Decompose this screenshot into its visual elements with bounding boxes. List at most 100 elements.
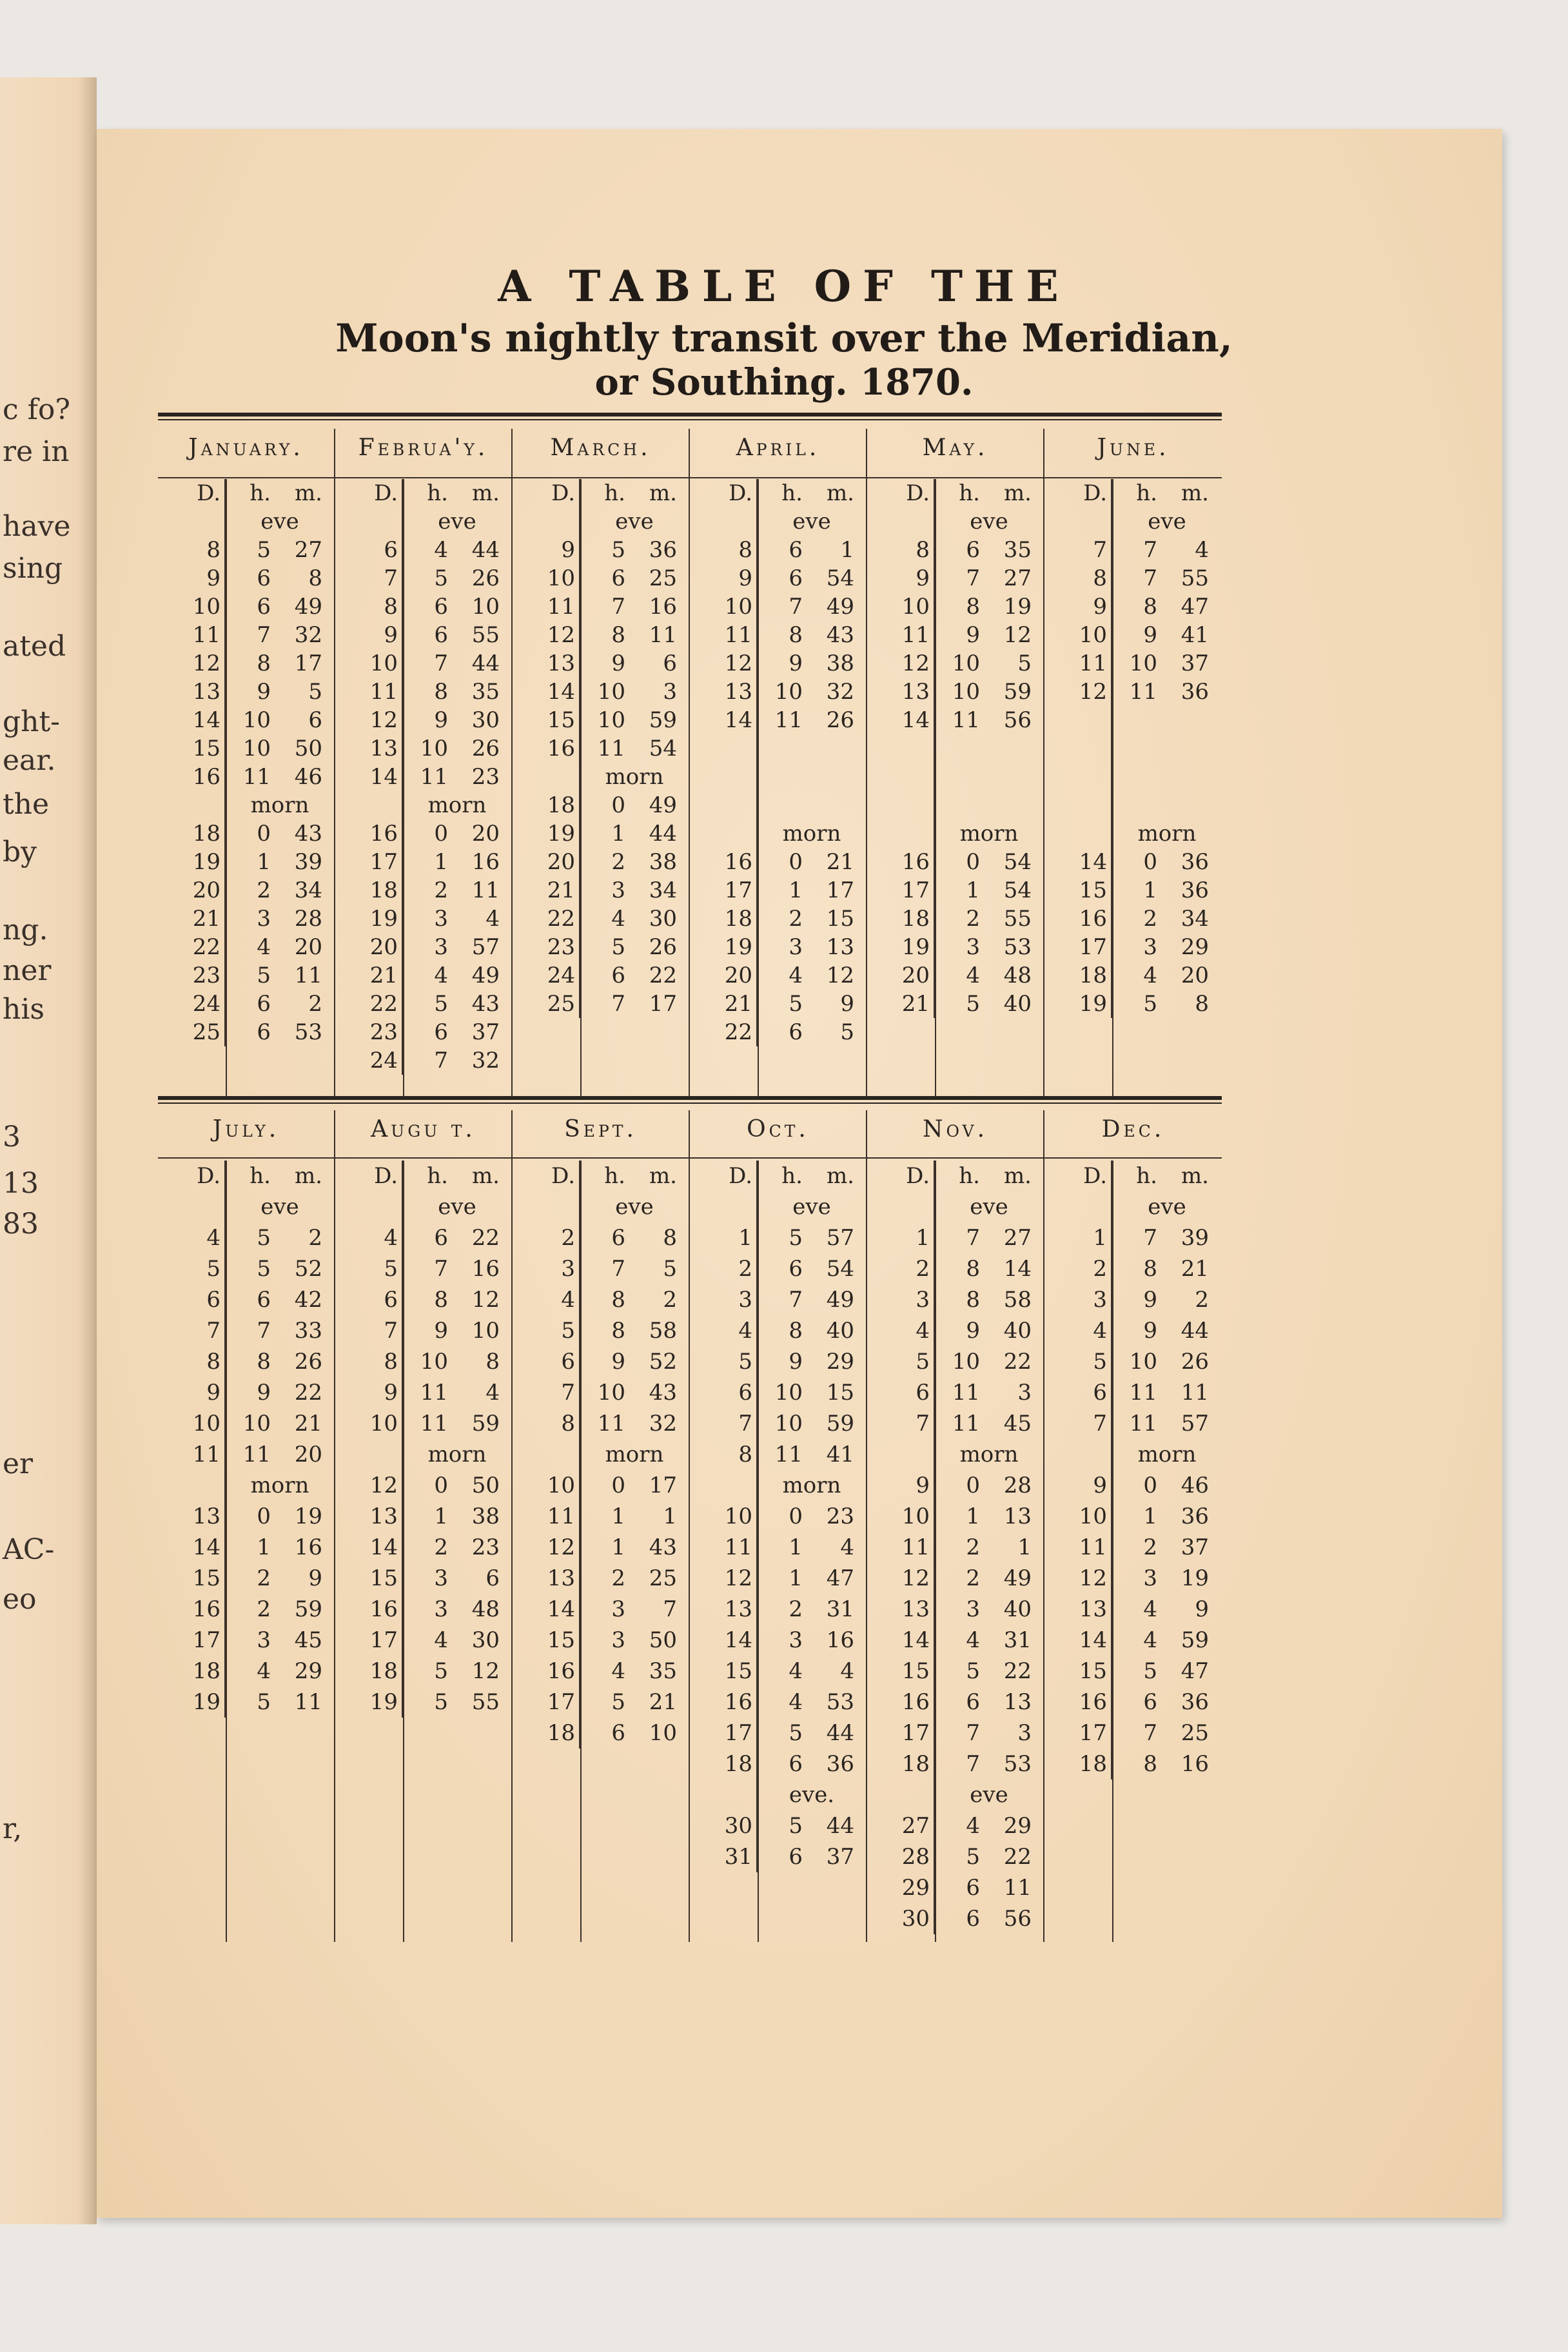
hour-cell: 9: [1143, 622, 1157, 648]
hour-cell: 9: [611, 651, 625, 676]
minute-cell: 54: [1003, 877, 1032, 903]
day-cell: 22: [513, 905, 580, 933]
month-column: January. D. h. m. eve 8 5 27 9 6 8 10 6 49 11 7 32 12 8 17 1…: [158, 429, 335, 1099]
day-header: D.: [335, 1161, 403, 1191]
minute-cell: 4: [485, 1380, 500, 1406]
minute-cell: 47: [826, 1565, 854, 1591]
table-row: 15 1 36: [1044, 876, 1222, 905]
day-cell: 9: [690, 564, 758, 593]
minute-cell: 37: [471, 1019, 500, 1045]
day-cell: 14: [335, 1532, 403, 1563]
day-cell: 11: [1044, 1532, 1112, 1563]
day-cell: 16: [335, 1594, 403, 1625]
facing-page-text-fragment: 83: [3, 1208, 39, 1240]
day-cell: 11: [690, 1532, 758, 1563]
day-column-rule: [580, 479, 582, 1099]
month-header: March.: [550, 435, 651, 461]
hour-cell: [1112, 763, 1157, 791]
table-row: 18 6 10: [513, 1718, 689, 1749]
hour-cell: 5: [434, 1689, 448, 1715]
hour-cell: 9: [966, 1318, 980, 1344]
period-label: eve: [260, 509, 299, 534]
day-cell: 20: [158, 876, 226, 905]
minute-cell: 29: [826, 1349, 854, 1375]
table-row: 11 2 37: [1044, 1532, 1222, 1563]
minute-cell: 29: [294, 1658, 322, 1684]
minute-cell: 21: [649, 1689, 677, 1715]
day-header: D.: [867, 1161, 935, 1191]
table-row: 6 9 52: [513, 1346, 689, 1377]
minute-cell: 19: [294, 1504, 322, 1529]
hour-cell: 11: [242, 1442, 271, 1467]
table-row: 15 4 4: [690, 1656, 866, 1687]
table-row: 10 8 19: [867, 593, 1043, 621]
table-row: 14 11 23: [335, 763, 511, 791]
period-label: morn: [782, 821, 841, 847]
minute-cell: 16: [471, 1256, 500, 1282]
day-cell: 17: [867, 1718, 935, 1749]
table-row: 12 1 47: [690, 1563, 866, 1594]
table-row: 21 5 9: [690, 990, 866, 1018]
top-half-year-table: January. D. h. m. eve 8 5 27 9 6 8 10 6 49 11 7 32 12 8 17 1…: [158, 429, 1222, 1099]
minute-cell: 26: [294, 1349, 322, 1375]
hour-cell: 0: [789, 849, 803, 875]
minute-header: m.: [1003, 1163, 1032, 1189]
facing-page-text-fragment: ng.: [3, 914, 48, 946]
day-cell: 13: [690, 678, 758, 706]
table-row: 10 10 21: [158, 1408, 334, 1439]
table-row: 6 11 11: [1044, 1377, 1222, 1408]
hour-cell: 1: [611, 821, 625, 847]
table-row: 18 5 12: [335, 1656, 511, 1687]
table-row: [690, 763, 866, 791]
hour-cell: 6: [966, 537, 980, 563]
facing-page-text-fragment: the: [3, 788, 50, 821]
table-row: 23 5 26: [513, 933, 689, 961]
minute-cell: 40: [826, 1318, 854, 1344]
table-row: 6 11 3: [867, 1377, 1043, 1408]
day-header: D.: [335, 479, 403, 507]
table-row: 12 1 43: [513, 1532, 689, 1563]
hour-cell: 6: [789, 537, 803, 563]
hour-cell: 6: [257, 1019, 271, 1045]
hour-cell: 8: [1143, 1256, 1157, 1282]
day-cell: 18: [867, 905, 935, 933]
day-header: D.: [1044, 1161, 1112, 1191]
day-cell: [335, 791, 403, 819]
day-column-rule: [226, 1161, 227, 1942]
minute-cell: 43: [649, 1534, 677, 1560]
month-header: Dec.: [1101, 1116, 1165, 1142]
table-row: 11 10 37: [1044, 649, 1222, 678]
period-label-row: eve: [867, 1191, 1043, 1222]
day-cell: 1: [1044, 1222, 1112, 1253]
minute-cell: 1: [1017, 1534, 1032, 1560]
hour-cell: 11: [597, 736, 625, 761]
hour-cell: 8: [966, 1287, 980, 1313]
minute-cell: 21: [826, 849, 854, 875]
hour-cell: 8: [1143, 1751, 1157, 1777]
minute-header: m.: [471, 480, 500, 506]
day-cell: 17: [867, 876, 935, 905]
minute-cell: 2: [308, 991, 322, 1017]
day-header: D.: [158, 479, 226, 507]
hour-cell: 11: [952, 707, 980, 733]
table-row: 23 6 37: [335, 1018, 511, 1046]
day-cell: 18: [690, 1749, 758, 1779]
hour-cell: 4: [611, 1658, 625, 1684]
table-row: 17 7 3: [867, 1718, 1043, 1749]
minute-cell: 10: [471, 594, 500, 620]
month-header: Nov.: [922, 1116, 988, 1142]
day-cell: 16: [1044, 1687, 1112, 1718]
period-label-row: morn: [690, 1470, 866, 1501]
day-cell: 8: [158, 1346, 226, 1377]
minute-cell: 22: [1003, 1844, 1032, 1870]
table-row: 22 5 43: [335, 990, 511, 1018]
day-cell: 11: [867, 1532, 935, 1563]
minute-cell: 26: [649, 934, 677, 960]
period-label: morn: [1137, 821, 1197, 847]
minute-cell: 59: [1181, 1627, 1209, 1653]
hour-cell: 2: [257, 1565, 271, 1591]
minute-cell: [803, 734, 854, 763]
hour-cell: 6: [611, 565, 625, 591]
minute-cell: 44: [1181, 1318, 1209, 1344]
hour-cell: 11: [597, 1411, 625, 1436]
